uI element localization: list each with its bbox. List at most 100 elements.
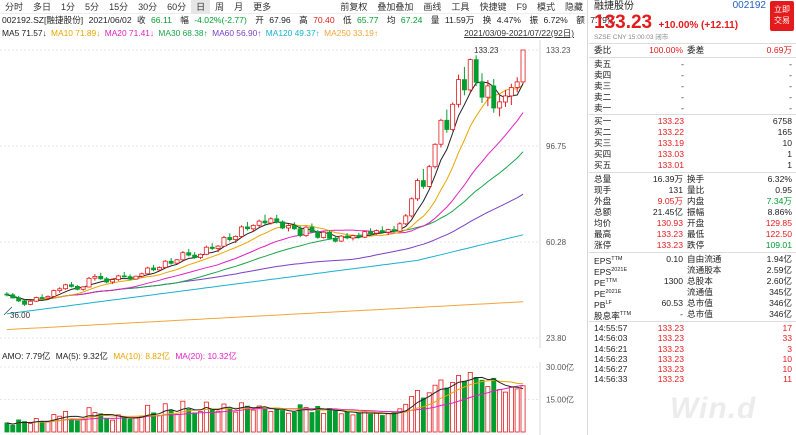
stat-value-2: 122.50 (765, 228, 792, 239)
period-tab-2[interactable]: 1分 (61, 1, 76, 12)
vol-value: 11.59万 (444, 15, 475, 25)
tick-time: 14:56:23 (594, 353, 628, 364)
ma120-legend: MA120 49.37↑ (265, 28, 320, 38)
toolbar-tool-0[interactable]: 前复权 (340, 2, 368, 12)
volume-bar (274, 409, 280, 433)
volume-bar (315, 406, 321, 433)
candle-body (186, 252, 192, 256)
date-range[interactable]: 2021/03/09-2021/07/22(92日) (464, 28, 574, 38)
ask-level-label: 卖五 (594, 59, 612, 69)
fundamental-label-2: 总市值 (687, 308, 713, 319)
period-tab-6[interactable]: 60分 (167, 1, 187, 12)
fundamental-label: EPS2021E (594, 265, 627, 278)
period-tab-10[interactable]: 更多 (253, 1, 272, 12)
candle-body (285, 225, 291, 229)
volume-bar (332, 410, 338, 433)
fundamental-row: PETTM 1300 总股本 2.60亿 (589, 275, 796, 288)
low-value: 65.77 (357, 15, 379, 25)
tick-time: 14:56:27 (594, 364, 628, 375)
volume-bar (156, 415, 162, 433)
bid-level-qty: 165 (777, 127, 792, 138)
candle-body (409, 198, 415, 217)
volume-bar (356, 412, 362, 433)
chart-panel[interactable]: 分时 多日 1分 5分 15分 30分 60分日周月更多 前复权 叠加叠加 画线 工具 快捷键 F9 模式… (0, 0, 616, 435)
tick-price: 133.23 (657, 333, 684, 344)
tick-price: 133.23 (657, 374, 684, 385)
candle-body (115, 275, 121, 280)
price-chart[interactable]: 133.23 96.75 60.28 23.80 133.23 36.00 (0, 40, 588, 348)
ask-level-label: 卖二 (594, 91, 612, 102)
toolbar-tool-1[interactable]: 叠加叠加 (377, 2, 414, 12)
ask-level-qty: - (789, 69, 792, 80)
tick-price: 133.23 (657, 322, 684, 333)
period-tab-8[interactable]: 周 (215, 1, 225, 12)
fundamental-row: EPS2021E 流通股本 2.59亿 (589, 264, 796, 278)
tick-list[interactable]: 14:55:57 133.23 17 14:56:03 133.23 33 14:56:21… (589, 323, 796, 385)
period-tab-0[interactable]: 分时 (5, 1, 24, 12)
candle-body (39, 297, 45, 299)
bid-level-row: 买一 133.23 6758 (589, 116, 796, 127)
ma120-line (6, 234, 524, 315)
bid-level-price: 133.23 (657, 116, 684, 127)
volume-bar (139, 416, 145, 433)
candle-body (180, 252, 186, 261)
vol-ma20: MA(20): 10.32亿 (175, 351, 237, 361)
toolbar-tool-7[interactable]: 隐藏 (564, 2, 583, 12)
candle-body (327, 231, 332, 239)
trade-button[interactable]: 立即 交易 (770, 1, 794, 31)
fundamental-value-2: 2.59亿 (766, 264, 792, 275)
period-tab-3[interactable]: 5分 (85, 1, 100, 12)
fundamental-label-text: 股息率 (594, 310, 620, 321)
amount-value: 7.79亿 (590, 15, 616, 25)
toolbar-tool-5[interactable]: F9 (516, 1, 527, 12)
bid-level-price: 133.03 (657, 149, 684, 160)
period-tab-1[interactable]: 多日 (33, 1, 52, 12)
volume-bar (350, 414, 356, 433)
ma10-line (6, 84, 524, 301)
stat-label-2: 换手 (687, 173, 705, 184)
candle-body (362, 231, 368, 238)
period-tab-5[interactable]: 30分 (138, 1, 158, 12)
candle-body (426, 166, 432, 187)
candle-body (309, 226, 315, 233)
bid-level-label: 买一 (594, 116, 612, 127)
tick-time: 14:56:21 (594, 343, 628, 354)
ma60-line (6, 193, 524, 301)
ask-level-qty: - (789, 91, 792, 102)
vol-ma5: MA(5): 9.32亿 (55, 351, 108, 361)
candle-body (520, 49, 526, 83)
volume-bar (508, 386, 514, 433)
bid-level-price: 133.22 (657, 127, 684, 138)
toolbar-tool-6[interactable]: 模式 (536, 2, 555, 12)
period-tab-9[interactable]: 月 (234, 1, 244, 12)
high-label: 高 (299, 15, 308, 25)
toolbar-tool-2[interactable]: 画线 (423, 2, 442, 12)
volume-bar (57, 415, 63, 433)
fundamentals: EPSTTM 0.10 自由流通 1.94亿 EPS2021E 流通股本 2.59亿 PETT… (589, 254, 796, 321)
fundamental-value-2: 2.60亿 (766, 275, 792, 286)
toolbar-tool-4[interactable]: 快捷键 (479, 2, 507, 12)
quote-stats: 总量 16.39万 换手 6.32% 现手 131 量比 0.95 外盘 9.05万 内盘 7.34万… (589, 174, 796, 251)
period-tab-7[interactable]: 日 (191, 0, 211, 14)
volume-bar (344, 411, 350, 433)
stock-code: 002192 (732, 0, 766, 11)
stat-row: 均价 130.93 开盘 129.85 (589, 218, 796, 229)
price-axis-label: 23.80 (546, 334, 567, 343)
candle-body (385, 229, 391, 233)
volume-bar (303, 407, 309, 433)
toolbar-tool-3[interactable]: 工具 (451, 2, 470, 12)
period-tab-4[interactable]: 15分 (109, 1, 129, 12)
volume-bar (485, 386, 491, 433)
stat-value-2: 0.95 (775, 184, 792, 195)
vol-ma10: MA(10): 8.82亿 (113, 351, 170, 361)
volume-bar (291, 411, 297, 433)
tick-row: 14:56:21 133.23 3 (589, 344, 796, 354)
turnover-value: 4.47% (496, 15, 522, 25)
stat-value-2: 129.85 (765, 217, 792, 228)
stat-label-2: 振幅 (687, 206, 705, 217)
candle-body (209, 246, 215, 249)
volume-chart[interactable]: 30.00亿 15.00亿 (0, 362, 588, 435)
ask-level-qty: - (789, 80, 792, 91)
bar-date: 2021/06/02 (88, 15, 132, 25)
candle-body (168, 260, 174, 264)
